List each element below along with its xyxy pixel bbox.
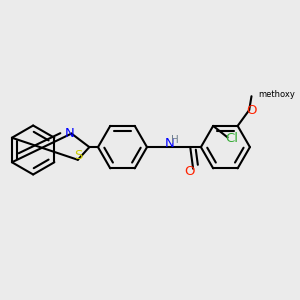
Text: methoxy: methoxy xyxy=(258,90,295,99)
Text: Cl: Cl xyxy=(225,132,239,146)
Text: N: N xyxy=(165,137,175,150)
Text: O: O xyxy=(246,103,257,116)
Text: H: H xyxy=(170,135,178,145)
Text: S: S xyxy=(74,149,82,162)
Text: O: O xyxy=(184,165,195,178)
Text: N: N xyxy=(65,127,75,140)
